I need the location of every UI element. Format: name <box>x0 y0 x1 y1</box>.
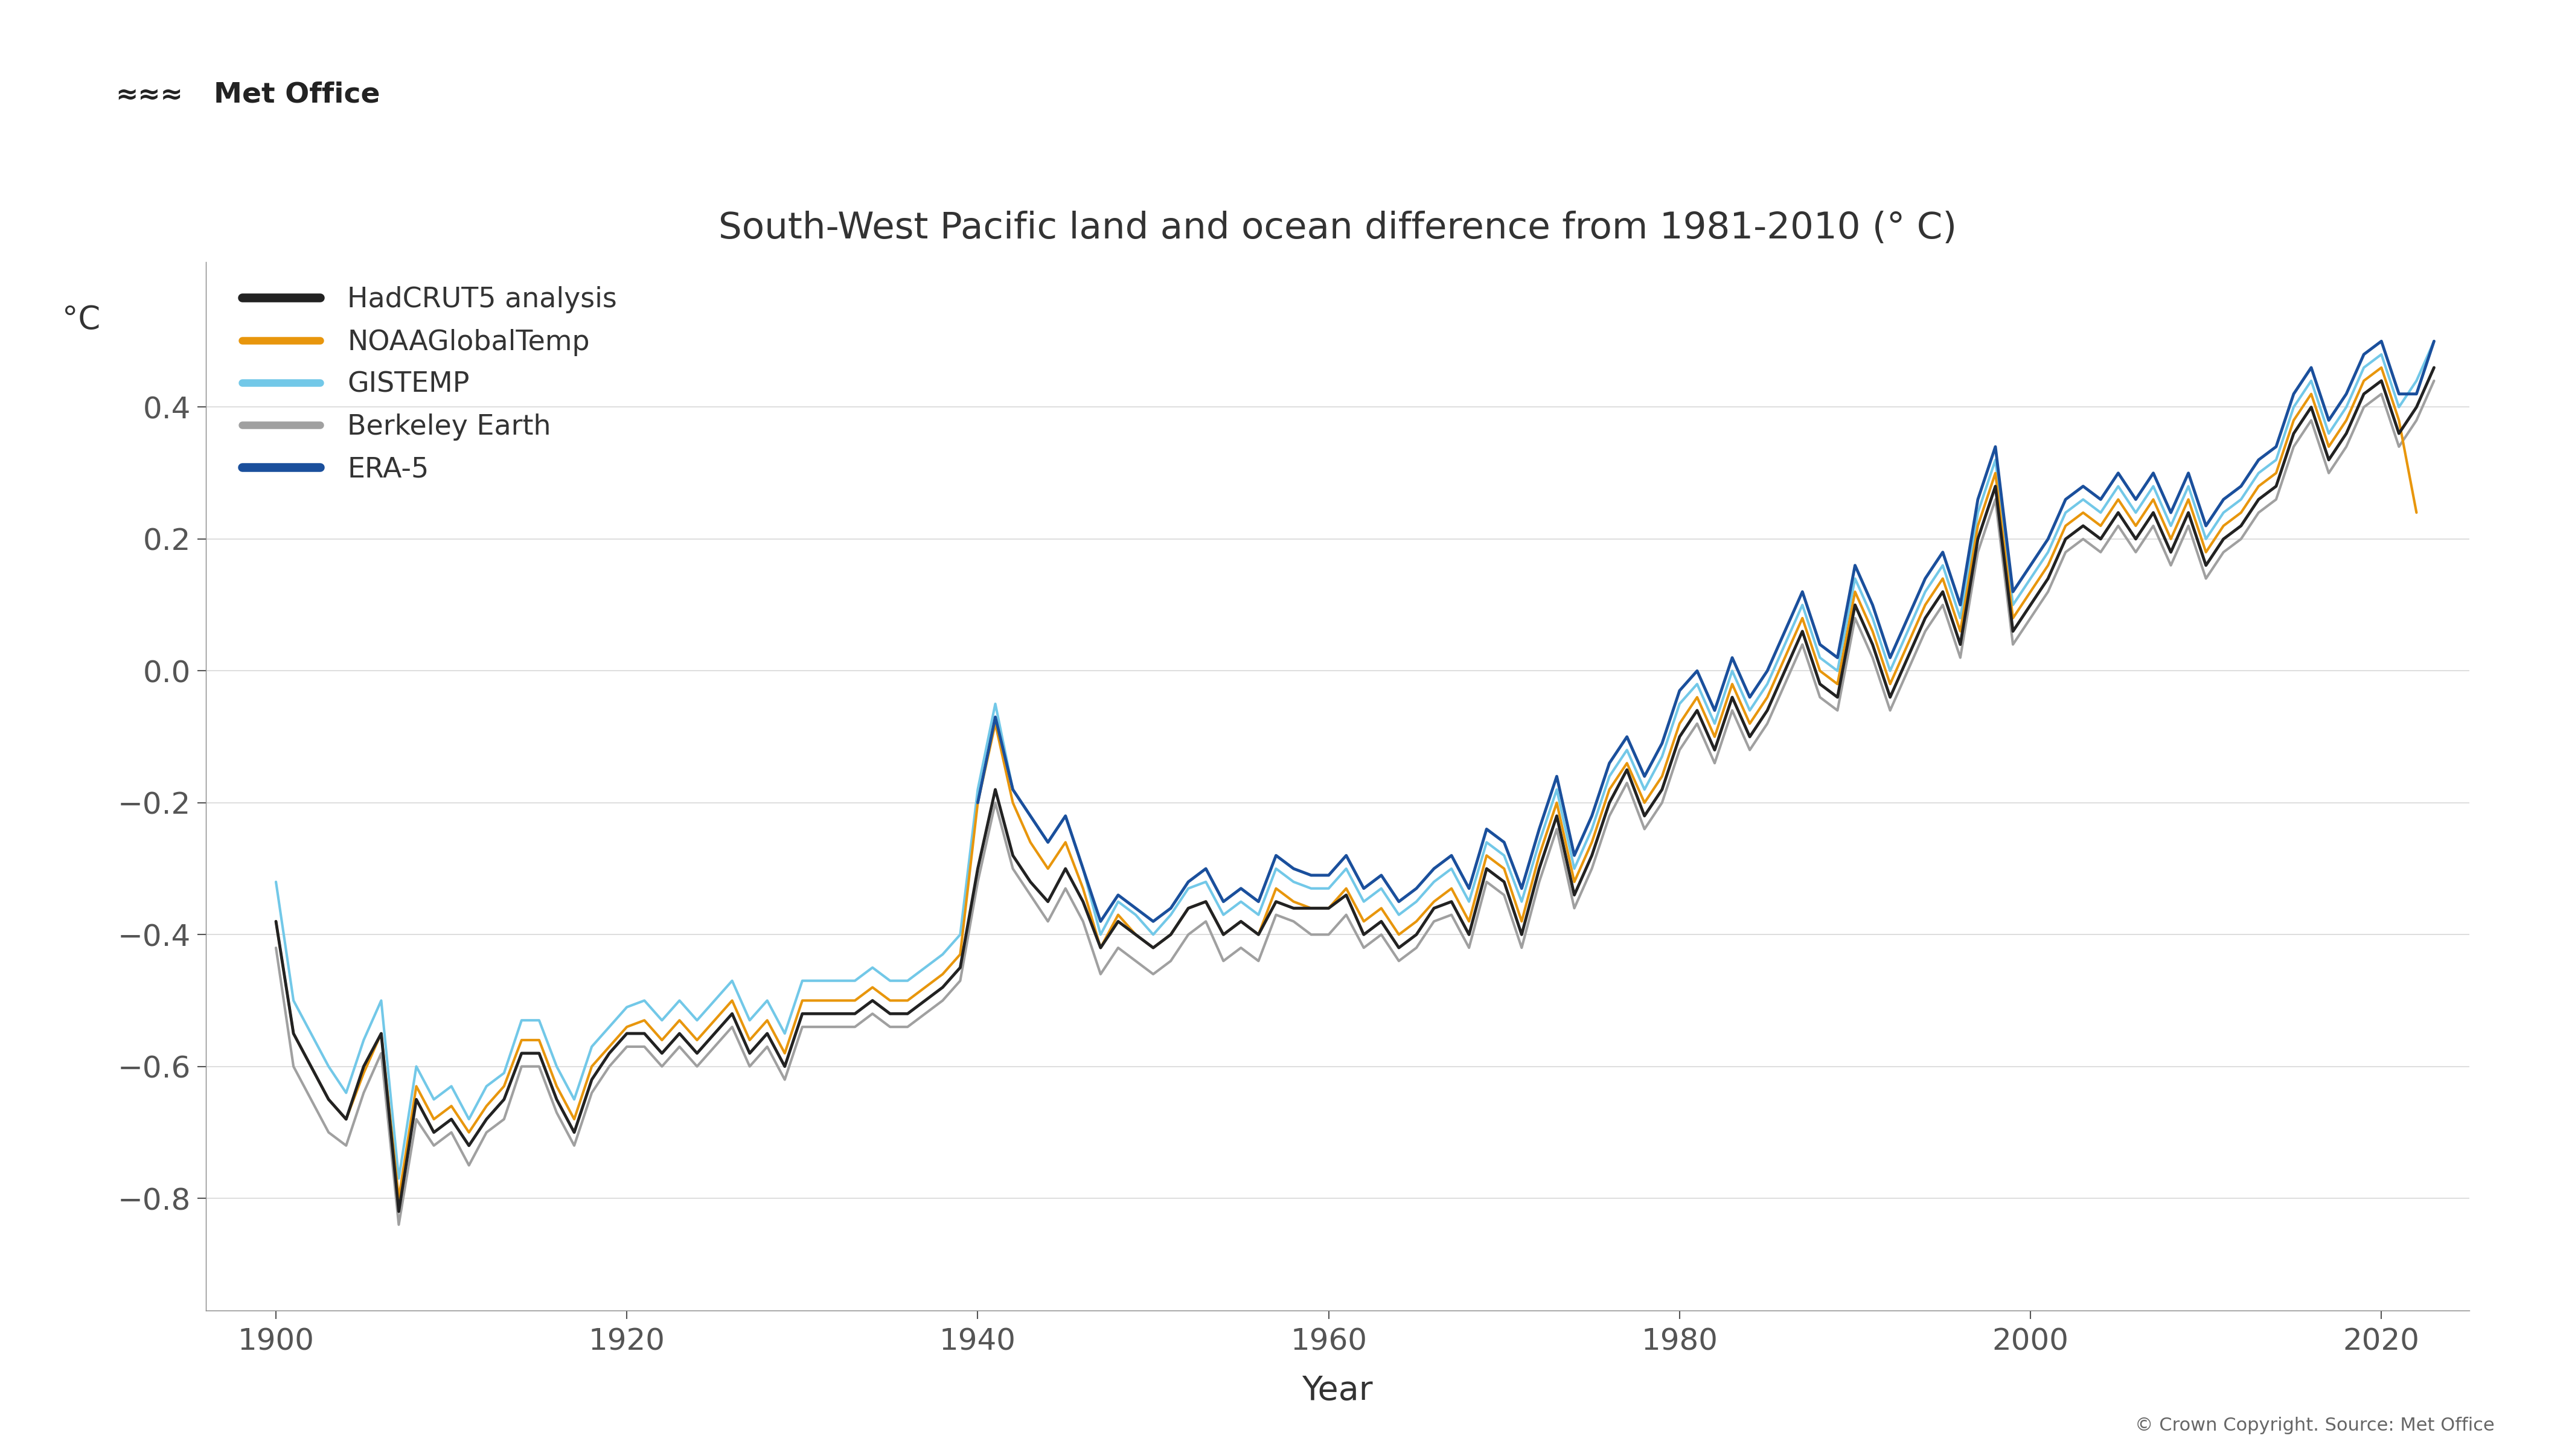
X-axis label: Year: Year <box>1301 1374 1373 1406</box>
Text: ≈≈≈: ≈≈≈ <box>116 82 183 108</box>
Y-axis label: °C: °C <box>62 304 100 335</box>
Text: © Crown Copyright. Source: Met Office: © Crown Copyright. Source: Met Office <box>2135 1417 2495 1434</box>
Title: South-West Pacific land and ocean difference from 1981-2010 (° C): South-West Pacific land and ocean differ… <box>718 211 1957 246</box>
Text: Met Office: Met Office <box>213 82 381 108</box>
Legend: HadCRUT5 analysis, NOAAGlobalTemp, GISTEMP, Berkeley Earth, ERA-5: HadCRUT5 analysis, NOAAGlobalTemp, GISTE… <box>242 287 617 483</box>
